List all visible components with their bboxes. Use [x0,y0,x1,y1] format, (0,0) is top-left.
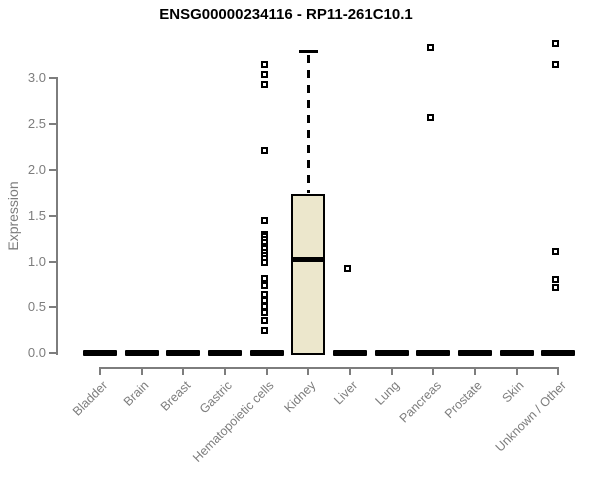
y-tick-label: 1.5 [27,207,46,223]
x-tick-label: Gastric [197,378,236,417]
x-tick-label: Skin [499,378,527,406]
y-tick-label: 0.5 [27,299,46,315]
y-tick-label: 2.5 [27,116,46,132]
x-axis-tick [515,367,518,375]
x-axis-tick [140,367,143,375]
boxplot-outlier-point [552,61,560,69]
x-tick-label: Brain [121,378,152,409]
y-tick-label: 0.0 [27,345,46,361]
boxplot-median-line [291,257,326,263]
y-tick-label: 2.0 [27,161,46,177]
boxplot-outlier-point [260,309,268,317]
boxplot-zero-dash [166,350,201,357]
boxplot-outlier-point [260,281,268,289]
boxplot-zero-dash [333,350,367,357]
boxplot-zero-dash [208,350,242,357]
boxplot-outlier-point [260,71,268,79]
boxplot-outlier-point [260,259,268,267]
x-axis-tick [474,367,476,375]
boxplot-outlier-point [260,316,268,324]
y-tick-label: 1.0 [27,253,46,269]
boxplot-outlier-point [260,81,268,89]
y-axis-tick [49,77,56,80]
chart-title: ENSG00000234116 - RP11-261C10.1 [159,6,413,23]
boxplot-whisker-cap [298,49,318,53]
boxplot-zero-dash [124,350,159,357]
boxplot-zero-dash [249,350,284,357]
boxplot-box [291,193,326,356]
y-axis-tick [49,168,56,171]
boxplot-zero-dash [83,350,117,357]
x-tick-label: Bladder [69,378,111,419]
boxplot-outlier-point [427,43,435,51]
boxplot-outlier-point [344,265,351,273]
y-axis-tick [49,123,56,126]
y-axis-tick [49,260,56,263]
boxplot-outlier-point [427,114,435,122]
x-tick-label: Breast [158,378,194,414]
y-axis-tick [49,352,56,355]
boxplot-zero-dash [458,350,492,357]
x-tick-label: Prostate [442,378,486,422]
boxplot-zero-dash [499,350,534,357]
x-tick-label: Liver [331,378,361,408]
boxplot-zero-dash [374,350,409,357]
x-axis-tick [307,367,310,375]
x-axis-tick [557,367,560,375]
boxplot-outlier-point [260,303,268,311]
x-tick-label: Lung [372,378,402,408]
x-axis-line [99,367,560,369]
x-axis-tick [224,367,226,375]
x-axis-tick [99,367,101,375]
x-axis-tick [349,367,351,375]
boxplot-outlier-point [260,296,268,304]
x-axis-tick [265,367,268,375]
boxplot-outlier-point [552,248,560,256]
boxplot-outlier-point [260,61,268,69]
boxplot-zero-dash [416,350,451,357]
boxplot-outlier-point [260,326,268,334]
boxplot-whisker [307,54,310,193]
x-tick-label: Pancreas [396,378,444,426]
boxplot-outlier-point [260,274,268,282]
x-axis-tick [390,367,393,375]
x-tick-label: Kidney [281,378,319,416]
x-axis-tick [182,367,185,375]
x-tick-label: Hematopoietic cells [190,378,277,465]
boxplot-outlier-point [552,283,560,291]
x-axis-tick [432,367,435,375]
boxplot-outlier-point [260,147,268,155]
y-axis-tick [49,306,56,309]
y-axis-tick [49,214,56,217]
boxplot-zero-dash [541,350,576,357]
boxplot-outlier-point [260,216,268,224]
y-tick-label: 3.0 [27,70,46,86]
y-axis-line [56,77,58,356]
boxplot-outlier-point [552,39,560,47]
boxplot-outlier-point [552,276,560,284]
